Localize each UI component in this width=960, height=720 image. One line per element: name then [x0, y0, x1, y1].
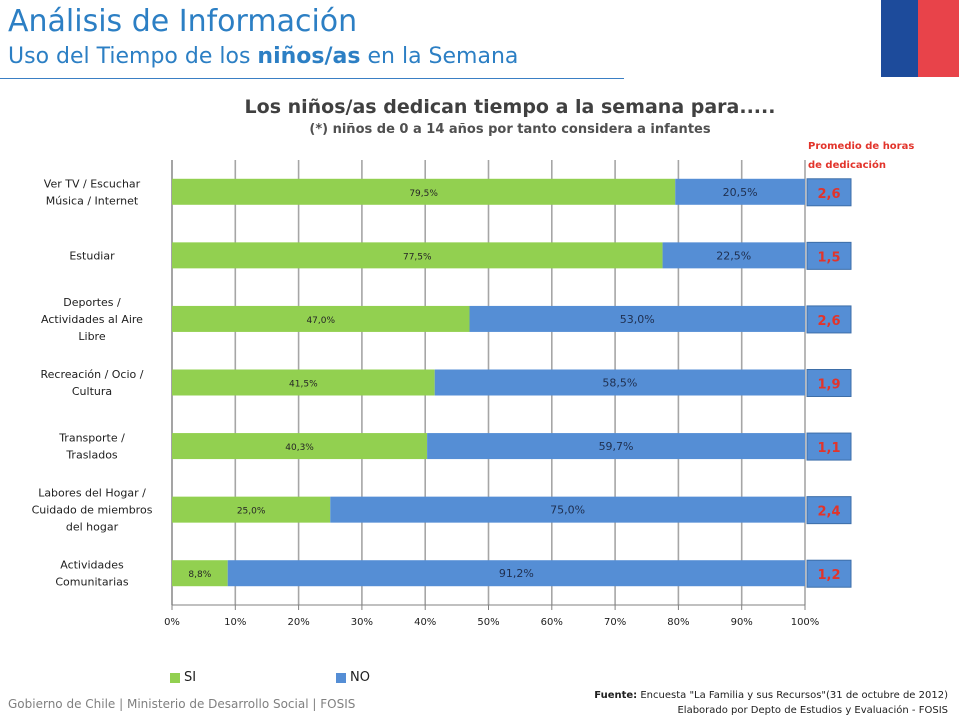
bar-si [172, 369, 435, 396]
category-label: Libre [78, 330, 105, 343]
chart-title: Los niños/as dedican tiempo a la semana … [244, 96, 776, 118]
x-tick-label: 0% [164, 617, 180, 628]
average-hours-caption: Promedio de horas de dedicación [808, 137, 914, 175]
data-label-no: 53,0% [620, 313, 655, 326]
data-label-no: 20,5% [723, 186, 758, 199]
average-hours-value: 2,6 [817, 187, 840, 202]
category-label: Comunitarias [55, 576, 128, 589]
data-label-si: 25,0% [237, 507, 266, 517]
category-label: del hogar [66, 521, 119, 534]
average-hours-value: 1,1 [817, 441, 840, 456]
legend-si-swatch [170, 672, 180, 683]
category-label: Actividades al Aire [41, 313, 143, 326]
bar-si [172, 560, 228, 587]
average-hours-box [806, 178, 852, 207]
category-label: Labores del Hogar / [38, 487, 146, 500]
category-label: Ver TV / Escuchar [44, 177, 141, 190]
subtitle-post: en la Semana [367, 44, 519, 69]
category-label: Transporte / [58, 432, 125, 445]
data-label-si: 79,5% [409, 189, 438, 199]
data-label-si: 47,0% [306, 316, 335, 326]
category-label: Cuidado de miembros [32, 504, 153, 517]
average-caption-line2: de dedicación [808, 160, 886, 171]
average-hours-box [806, 432, 852, 461]
data-label-no: 75,0% [550, 504, 585, 517]
legend-no: NO [336, 670, 370, 685]
source-credit: Elaborado por Depto de Estudios y Evalua… [677, 705, 948, 716]
bar-si [172, 178, 676, 205]
category-label: Recreación / Ocio / [41, 368, 144, 381]
title-divider [0, 78, 624, 79]
category-label: Cultura [72, 385, 112, 398]
bar-si [172, 433, 428, 460]
data-label-no: 58,5% [602, 377, 637, 390]
data-label-si: 41,5% [289, 380, 318, 390]
subtitle-bold: niños/as [257, 44, 361, 69]
data-label-si: 8,8% [188, 570, 211, 580]
x-tick-label: 50% [477, 617, 499, 628]
average-hours-box [806, 496, 852, 525]
subtitle-pre: Uso del Tiempo de los [8, 44, 251, 69]
average-hours-box [806, 559, 852, 588]
x-tick-label: 20% [287, 617, 309, 628]
flag-red-band [918, 0, 959, 77]
bar-no [330, 496, 805, 523]
average-hours-value: 1,2 [817, 568, 840, 583]
bar-no [469, 305, 805, 332]
average-hours-value: 1,9 [817, 378, 840, 393]
chile-flag-logo [881, 0, 959, 77]
average-hours-box [806, 241, 852, 270]
source-text: Encuesta "La Familia y sus Recursos"(31 … [640, 690, 948, 701]
average-hours-value: 2,6 [817, 314, 840, 329]
data-label-si: 40,3% [285, 443, 314, 453]
x-tick-label: 10% [224, 617, 246, 628]
source-label: Fuente: [594, 690, 638, 701]
flag-blue-band [881, 0, 918, 77]
x-tick-label: 40% [414, 617, 436, 628]
bar-no [434, 369, 805, 396]
category-label: Estudiar [69, 249, 115, 262]
page-title: Análisis de Información [8, 4, 358, 39]
x-tick-label: 90% [731, 617, 753, 628]
legend-si-label: SI [184, 670, 197, 685]
bar-no [427, 433, 805, 460]
average-caption-line1: Promedio de horas [808, 141, 915, 152]
bar-si [172, 305, 470, 332]
bar-no [675, 178, 805, 205]
legend-si: SI [170, 670, 196, 685]
category-label: Deportes / [63, 296, 121, 309]
category-label: Actividades [60, 559, 124, 572]
x-tick-label: 70% [604, 617, 626, 628]
x-tick-label: 100% [791, 617, 820, 628]
bar-no [662, 242, 805, 269]
data-label-no: 91,2% [499, 567, 534, 580]
bar-si [172, 496, 331, 523]
chart-subtitle: (*) niños de 0 a 14 años por tanto consi… [309, 122, 711, 137]
legend-no-label: NO [350, 670, 370, 685]
x-tick-label: 80% [667, 617, 689, 628]
x-tick-label: 30% [351, 617, 373, 628]
category-label: Traslados [65, 449, 118, 462]
bar-si [172, 242, 663, 269]
data-label-si: 77,5% [403, 252, 432, 262]
category-label: Música / Internet [46, 194, 139, 207]
average-hours-box [806, 369, 852, 397]
legend-no-swatch [336, 672, 346, 683]
bar-no [227, 560, 806, 587]
data-label-no: 22,5% [716, 249, 751, 262]
footer-source: Fuente: Encuesta "La Familia y sus Recur… [594, 688, 948, 718]
x-tick-label: 60% [541, 617, 563, 628]
footer-organization: Gobierno de Chile | Ministerio de Desarr… [8, 697, 356, 711]
average-hours-box [806, 305, 852, 334]
data-label-no: 59,7% [599, 440, 634, 453]
page-subtitle: Uso del Tiempo de los niños/as en la Sem… [8, 44, 518, 69]
average-hours-value: 2,4 [817, 505, 840, 520]
average-hours-value: 1,5 [817, 250, 840, 265]
